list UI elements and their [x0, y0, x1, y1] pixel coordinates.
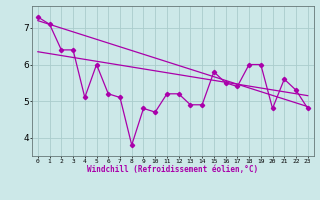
- X-axis label: Windchill (Refroidissement éolien,°C): Windchill (Refroidissement éolien,°C): [87, 165, 258, 174]
